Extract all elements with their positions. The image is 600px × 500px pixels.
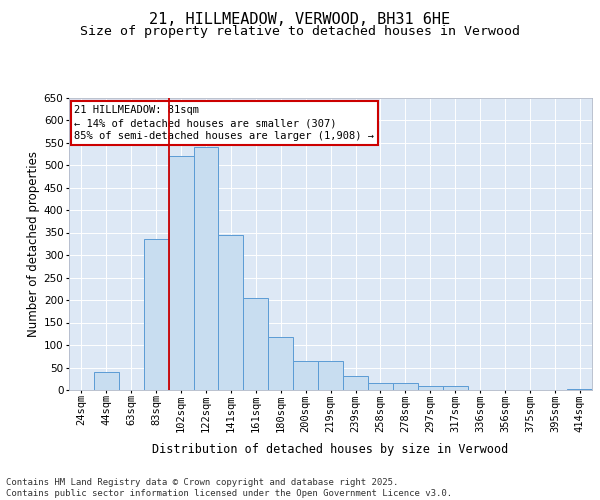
Y-axis label: Number of detached properties: Number of detached properties	[26, 151, 40, 337]
Bar	[94, 372, 119, 390]
Bar	[418, 386, 443, 390]
Bar	[393, 383, 418, 390]
Bar	[194, 147, 218, 390]
Bar	[244, 298, 268, 390]
Bar	[567, 389, 592, 390]
Bar	[268, 337, 293, 390]
Bar	[144, 240, 169, 390]
Text: 21, HILLMEADOW, VERWOOD, BH31 6HE: 21, HILLMEADOW, VERWOOD, BH31 6HE	[149, 12, 451, 28]
Bar	[218, 235, 244, 390]
Text: Contains HM Land Registry data © Crown copyright and database right 2025.
Contai: Contains HM Land Registry data © Crown c…	[6, 478, 452, 498]
Text: 21 HILLMEADOW: 81sqm
← 14% of detached houses are smaller (307)
85% of semi-deta: 21 HILLMEADOW: 81sqm ← 14% of detached h…	[74, 105, 374, 141]
Bar	[169, 156, 194, 390]
Bar	[368, 383, 393, 390]
Text: Distribution of detached houses by size in Verwood: Distribution of detached houses by size …	[152, 442, 509, 456]
Bar	[443, 386, 467, 390]
Text: Size of property relative to detached houses in Verwood: Size of property relative to detached ho…	[80, 25, 520, 38]
Bar	[343, 376, 368, 390]
Bar	[318, 361, 343, 390]
Bar	[293, 361, 318, 390]
